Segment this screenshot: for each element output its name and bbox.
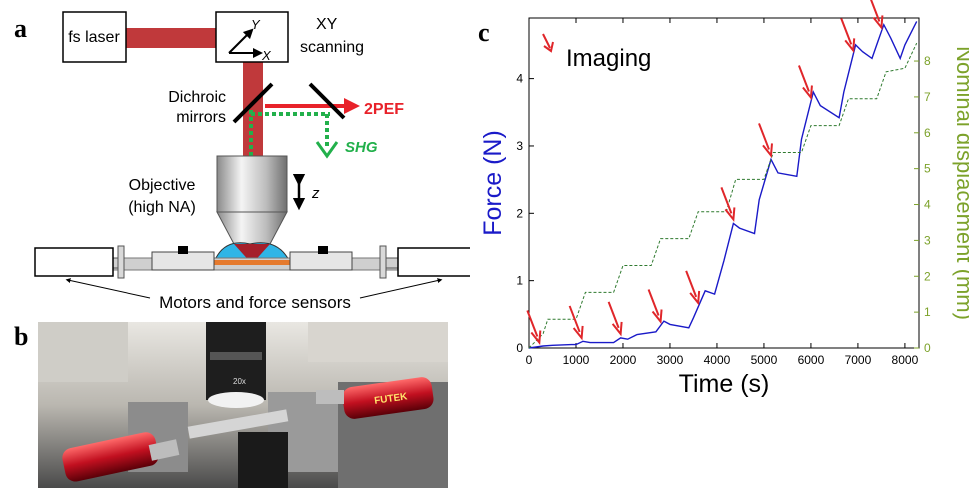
panel-label-c: c [478, 18, 490, 47]
imaging-arrow [526, 310, 539, 337]
imaging-arrow [797, 65, 810, 92]
plot-frame [528, 17, 920, 349]
pef-label: 2PEF [364, 101, 404, 118]
dichroic-mirror-2 [308, 82, 346, 120]
imaging-arrow-head [762, 143, 773, 159]
sample-strip [170, 260, 330, 265]
scanning-label-2: scanning [300, 39, 364, 56]
motors-label: Motors and force sensors [159, 293, 351, 312]
y-tick-label: 0 [516, 341, 523, 355]
x-tick-label: 6000 [798, 353, 825, 367]
y2-axis-label: Nominal displacement (mm) [952, 46, 969, 320]
x-tick-label: 8000 [892, 353, 919, 367]
objective-body [216, 155, 288, 213]
y2-tick-label: 5 [924, 162, 931, 176]
panel-label-b: b [14, 322, 29, 351]
x-axis-label: Time (s) [679, 370, 770, 398]
x-tick-label: 7000 [845, 353, 872, 367]
right-force-sensor [342, 377, 434, 419]
x-tick-label: 1000 [563, 353, 590, 367]
y2-tick-label: 2 [924, 269, 931, 283]
dichroic-mirror-1 [232, 82, 274, 124]
imaging-arrow-head [572, 325, 584, 341]
laser-beam-horizontal [126, 28, 216, 48]
laser-box [62, 11, 127, 63]
imaging-arrow [607, 301, 620, 329]
x-tick-label: 2000 [610, 353, 637, 367]
imaging-arrow-head [530, 330, 542, 346]
imaging-arrow [568, 305, 581, 333]
photo-lens-text: 20x [233, 377, 246, 386]
right-motor [397, 247, 470, 277]
imaging-arrow-head [872, 15, 884, 31]
imaging-arrow-head [844, 38, 856, 53]
shg-arrow-icon [315, 141, 339, 159]
objective-tip [216, 211, 288, 245]
left-motor [34, 247, 114, 277]
imaging-arrow-head [611, 321, 623, 337]
objective-label-2: (high NA) [128, 199, 196, 216]
setup-photo: 20x FUTEK [38, 322, 448, 488]
force-chart: 0 1000 2000 3000 4000 5000 6000 7000 8000 0 1 2 3 4 0 1… [479, 0, 969, 398]
imaging-arrow [758, 123, 770, 150]
right-clamp [289, 251, 353, 271]
scanning-label-1: XY [316, 16, 338, 33]
y2-tick-label: 4 [924, 198, 931, 212]
z-label: z [311, 185, 320, 202]
force-series-line [528, 21, 918, 349]
imaging-arrow-head [802, 85, 813, 101]
legend-arrow-head [543, 41, 554, 53]
y-axis-label: Force (N) [479, 130, 507, 236]
left-clamp [151, 251, 215, 271]
shg-label: SHG [345, 139, 378, 156]
x-tick-label: 0 [526, 353, 533, 367]
setup-photo-drawing: 20x FUTEK [38, 322, 448, 488]
x-tick-label: 3000 [657, 353, 684, 367]
dichroic-label-2: mirrors [176, 109, 226, 126]
imaging-arrow [647, 289, 660, 316]
legend-label: Imaging [566, 45, 651, 72]
imaging-arrow [840, 18, 853, 45]
x-tick-label: 5000 [751, 353, 778, 367]
y-tick-label: 3 [516, 139, 523, 153]
laser-label: fs laser [68, 29, 120, 46]
y2-tick-label: 6 [924, 126, 931, 140]
legend-arrow-icon [542, 33, 551, 49]
left-force-sensor [62, 432, 159, 482]
photo-sensor-brand: FUTEK [374, 391, 409, 407]
y2-tick-label: 1 [924, 305, 931, 319]
setup-diagram: fs laser Y X XY scanning SHG 2PEF Dichro… [34, 11, 470, 312]
imaging-arrow [685, 270, 698, 298]
x-tick-label: 4000 [704, 353, 731, 367]
panel-label-a: a [14, 14, 27, 43]
photo-objective [206, 322, 266, 400]
y-tick-label: 2 [516, 206, 523, 220]
scan-axis-x: X [261, 48, 272, 63]
objective-label-1: Objective [129, 177, 196, 194]
y-tick-label: 1 [516, 274, 523, 288]
displacement-series-line [528, 42, 918, 349]
dichroic-label-1: Dichroic [168, 89, 226, 106]
imaging-arrow [720, 187, 733, 214]
y2-tick-label: 8 [924, 54, 931, 68]
y-tick-label: 4 [516, 72, 523, 86]
y2-tick-label: 0 [924, 341, 931, 355]
imaging-arrow-head [651, 309, 663, 325]
imaging-arrow [870, 0, 881, 22]
y2-tick-label: 3 [924, 233, 931, 247]
imaging-arrow-head [724, 207, 736, 222]
y2-tick-label: 7 [924, 90, 931, 104]
imaging-arrow-head [689, 290, 701, 306]
scan-axis-y: Y [251, 17, 261, 32]
